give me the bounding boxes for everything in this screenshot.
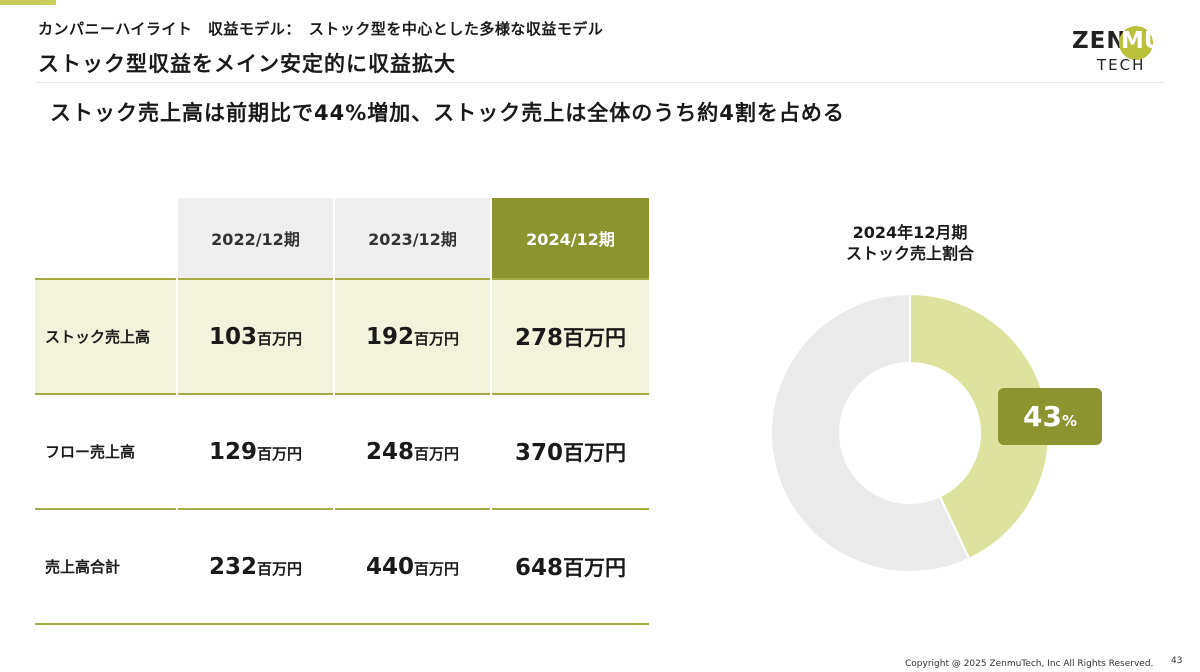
headline: ストック売上高は前期比で44%増加、ストック売上は全体のうち約4割を占める <box>50 101 845 125</box>
table-cell: 192百万円 <box>333 278 491 394</box>
logo-text-tech: TECH <box>1097 56 1146 74</box>
revenue-table: 2022/12期 2023/12期 2024/12期 ストック売上高 103百万… <box>35 198 649 625</box>
table-row-total: 売上高合計 232百万円 440百万円 648百万円 <box>35 508 649 625</box>
donut-title-line2: ストック売上割合 <box>845 244 974 263</box>
table-row-stock: ストック売上高 103百万円 192百万円 278百万円 <box>35 278 649 394</box>
logo-text-zen: ZEN <box>1072 28 1127 54</box>
cell-unit: 百万円 <box>563 440 626 465</box>
logo-circle <box>1119 26 1153 60</box>
row-label: フロー売上高 <box>35 393 177 509</box>
cell-unit: 百万円 <box>414 559 460 578</box>
cell-unit: 百万円 <box>257 444 303 463</box>
cell-unit: 百万円 <box>257 559 303 578</box>
page-number: 43 <box>1171 656 1183 666</box>
column-header: 2023/12期 <box>333 198 491 279</box>
company-logo: ZEN MU TECH <box>1072 26 1172 76</box>
cell-value: 232 <box>208 553 257 580</box>
copyright-text: Copyright @ 2025 ZenmuTech, Inc All Righ… <box>905 659 1154 669</box>
table-row-flow: フロー売上高 129百万円 248百万円 370百万円 <box>35 393 649 509</box>
logo-text-mu: MU <box>1121 28 1163 54</box>
donut-chart-title: 2024年12月期 ストック売上割合 <box>790 222 1030 264</box>
table-cell: 232百万円 <box>176 508 334 625</box>
donut-slice-other <box>770 292 971 573</box>
cell-unit: 百万円 <box>563 325 626 350</box>
top-accent-bar <box>0 0 56 5</box>
cell-value: 278 <box>514 324 563 351</box>
row-label: ストック売上高 <box>35 278 177 394</box>
table-header-row: 2022/12期 2023/12期 2024/12期 <box>35 198 649 279</box>
cell-unit: 百万円 <box>414 444 460 463</box>
donut-slice-stock <box>909 292 1050 561</box>
cell-value: 370 <box>514 439 563 466</box>
column-header-highlighted: 2024/12期 <box>490 198 649 279</box>
cell-value: 192 <box>365 323 414 350</box>
page-title: ストック型収益をメイン安定的に収益拡大 <box>38 52 456 76</box>
table-corner-cell <box>35 198 177 279</box>
percentage-value: 43 <box>1023 400 1062 433</box>
cell-value: 129 <box>208 438 257 465</box>
donut-chart <box>770 292 1050 573</box>
row-label: 売上高合計 <box>35 508 177 625</box>
cell-unit: 百万円 <box>414 329 460 348</box>
table-cell: 440百万円 <box>333 508 491 625</box>
cell-value: 648 <box>514 554 563 581</box>
donut-title-line1: 2024年12月期 <box>852 223 968 242</box>
percentage-badge: 43% <box>998 388 1102 445</box>
cell-unit: 百万円 <box>563 555 626 580</box>
column-header: 2022/12期 <box>176 198 334 279</box>
table-cell: 129百万円 <box>176 393 334 509</box>
breadcrumb: カンパニーハイライト 収益モデル： ストック型を中心とした多様な収益モデル <box>38 20 604 38</box>
table-cell: 278百万円 <box>490 278 649 394</box>
table-cell: 248百万円 <box>333 393 491 509</box>
cell-value: 440 <box>365 553 414 580</box>
table-cell: 370百万円 <box>490 393 649 509</box>
cell-value: 103 <box>208 323 257 350</box>
table-cell: 648百万円 <box>490 508 649 625</box>
header-divider <box>36 82 1164 83</box>
table-cell: 103百万円 <box>176 278 334 394</box>
percentage-sign: % <box>1061 412 1077 430</box>
cell-unit: 百万円 <box>257 329 303 348</box>
cell-value: 248 <box>365 438 414 465</box>
